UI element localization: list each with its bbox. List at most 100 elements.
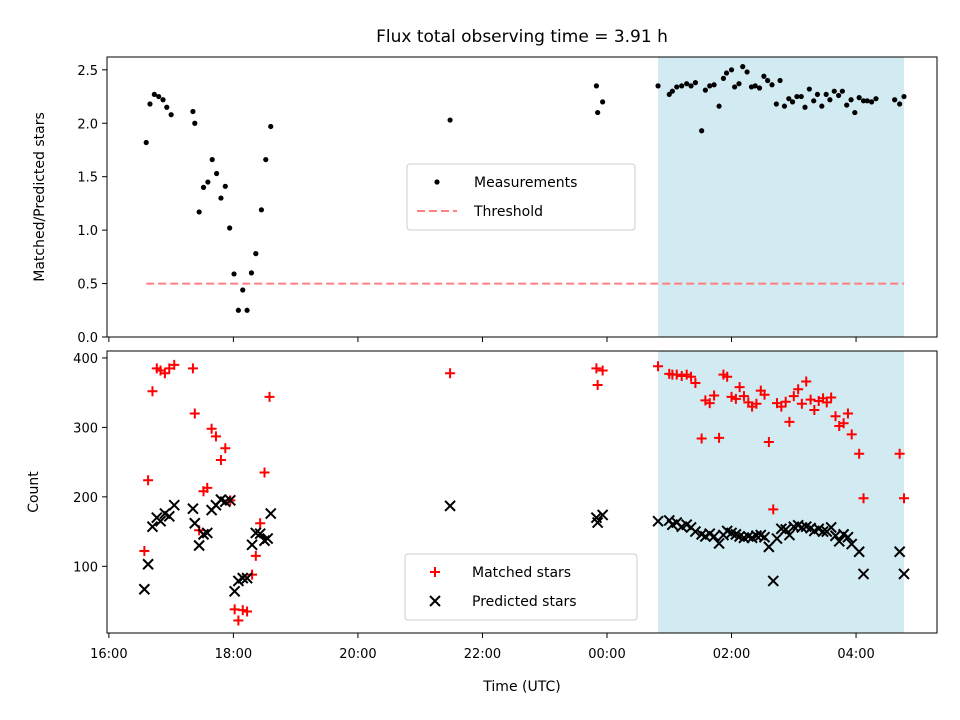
- measurement-point: [777, 77, 783, 84]
- predicted-star-point: [241, 572, 253, 584]
- measurement-point: [728, 67, 735, 73]
- predicted-star-point: [758, 531, 771, 543]
- x-tick-label: 00:00: [588, 647, 625, 662]
- measurement-point: [666, 91, 672, 98]
- axes-frame: [106, 56, 938, 338]
- matched-star-point: [255, 518, 266, 529]
- matched-star-point: [676, 371, 687, 382]
- predicted-star-point: [201, 527, 213, 539]
- matched-star-point: [169, 359, 180, 370]
- matched-star-point: [838, 418, 849, 429]
- matched-star-point: [842, 408, 853, 419]
- matched-star-point: [780, 396, 791, 407]
- measurement-point: [218, 195, 224, 201]
- measurement-point: [244, 307, 250, 313]
- measurement-point: [200, 184, 207, 190]
- predicted-star-point: [767, 575, 779, 587]
- predicted-star-point: [163, 510, 175, 523]
- measurement-point: [268, 123, 274, 130]
- predicted-star-point: [857, 568, 870, 580]
- measurement-point: [222, 183, 228, 189]
- matched-star-point: [690, 377, 701, 388]
- matched-star-point: [202, 482, 213, 493]
- measurement-point: [802, 104, 808, 110]
- measurement-point: [897, 101, 903, 107]
- measurement-point: [684, 81, 690, 87]
- measurement-point: [765, 77, 771, 84]
- measurement-point: [827, 97, 833, 103]
- predicted-star-point: [154, 515, 167, 527]
- predicted-star-point: [708, 530, 720, 543]
- series-matched-stars: [139, 359, 909, 626]
- predicted-star-point: [444, 500, 456, 512]
- measurement-point: [823, 91, 829, 98]
- predicted-star-point: [224, 494, 236, 507]
- measurement-point: [744, 69, 750, 75]
- measurement-point: [831, 88, 837, 94]
- predicted-star-point: [228, 585, 241, 598]
- measurement-point: [655, 83, 661, 89]
- measurement-point: [164, 104, 170, 110]
- y-tick-label: 1.5: [77, 171, 98, 186]
- predicted-star-point: [187, 502, 199, 515]
- measurement-point: [901, 93, 907, 100]
- matched-star-point: [210, 431, 221, 442]
- y-tick-label: 1.0: [77, 224, 98, 239]
- matched-star-point: [776, 401, 787, 412]
- matched-star-point: [686, 371, 697, 382]
- axes-frame: [106, 350, 938, 634]
- matched-star-point: [846, 429, 857, 440]
- matched-star-point: [250, 550, 261, 561]
- legend-marker-measurement: [434, 179, 440, 185]
- measurement-point: [781, 103, 788, 109]
- matched-star-point: [830, 411, 841, 422]
- matched-star-point: [233, 615, 244, 626]
- measurement-point: [819, 103, 825, 109]
- predicted-star-point: [898, 568, 910, 580]
- predicted-star-point: [689, 525, 702, 538]
- measurement-point: [600, 99, 606, 105]
- predicted-star-point: [237, 572, 249, 584]
- matched-star-point: [671, 369, 682, 380]
- matched-star-point: [220, 443, 231, 454]
- measurement-point: [147, 101, 153, 107]
- x-tick-label: 20:00: [339, 647, 376, 662]
- measurement-point: [702, 87, 708, 93]
- measurement-point: [839, 88, 845, 94]
- predicted-star-point: [254, 527, 266, 540]
- y-tick-label: 400: [73, 352, 98, 367]
- x-tick-label: 02:00: [713, 647, 750, 662]
- predicted-star-point: [893, 546, 906, 558]
- observing-window-span: [658, 57, 904, 337]
- measurement-point: [699, 128, 705, 134]
- measurement-point: [873, 96, 879, 102]
- matched-star-point: [237, 605, 248, 616]
- measurement-point: [852, 109, 858, 116]
- matched-star-point: [159, 368, 170, 379]
- bottom-panel-star-counts: 100 200 300 400 16:00 18:00 20:00 22:00 00:00 02:…: [26, 350, 938, 662]
- predicted-star-point: [193, 539, 205, 552]
- measurement-point: [674, 84, 680, 90]
- matched-star-point: [734, 382, 745, 393]
- measurement-point: [723, 70, 730, 76]
- measurement-point: [213, 170, 220, 177]
- measurement-point: [720, 75, 727, 81]
- predicted-star-point: [817, 525, 829, 538]
- legend: Matched stars Predicted stars: [404, 553, 638, 621]
- measurement-point: [190, 108, 196, 115]
- measurement-point: [860, 98, 867, 104]
- predicted-star-point: [652, 515, 664, 527]
- matched-star-point: [898, 493, 909, 504]
- measurement-point: [160, 97, 166, 103]
- matched-star-point: [730, 393, 741, 404]
- measurement-point: [716, 103, 722, 109]
- matched-star-point: [854, 448, 865, 459]
- series-predicted-stars: [138, 493, 910, 598]
- predicted-star-point: [596, 509, 609, 521]
- x-tick-label: 04:00: [837, 647, 874, 662]
- matched-star-point: [809, 405, 820, 416]
- x-tick-label: 22:00: [464, 647, 501, 662]
- measurement-point: [595, 109, 601, 116]
- measurement-point: [773, 101, 779, 107]
- predicted-star-point: [591, 516, 604, 529]
